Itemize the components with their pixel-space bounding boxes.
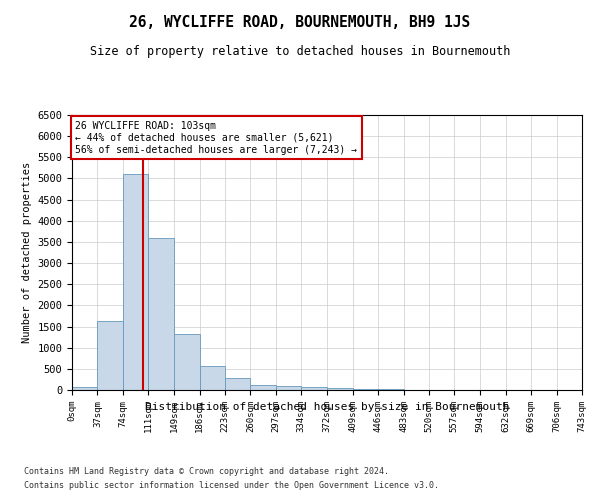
Bar <box>97 322 123 390</box>
Text: Contains public sector information licensed under the Open Government Licence v3: Contains public sector information licen… <box>24 481 439 490</box>
Bar <box>250 384 276 390</box>
Text: 26, WYCLIFFE ROAD, BOURNEMOUTH, BH9 1JS: 26, WYCLIFFE ROAD, BOURNEMOUTH, BH9 1JS <box>130 15 470 30</box>
Text: 26 WYCLIFFE ROAD: 103sqm
← 44% of detached houses are smaller (5,621)
56% of sem: 26 WYCLIFFE ROAD: 103sqm ← 44% of detach… <box>76 122 358 154</box>
Bar <box>174 334 200 390</box>
Bar <box>225 378 250 390</box>
Bar <box>200 366 225 390</box>
Bar <box>72 387 97 390</box>
Bar <box>353 389 378 390</box>
Bar <box>328 388 353 390</box>
Text: Distribution of detached houses by size in Bournemouth: Distribution of detached houses by size … <box>145 402 509 412</box>
Bar <box>301 387 328 390</box>
Text: Size of property relative to detached houses in Bournemouth: Size of property relative to detached ho… <box>90 45 510 58</box>
Text: Contains HM Land Registry data © Crown copyright and database right 2024.: Contains HM Land Registry data © Crown c… <box>24 468 389 476</box>
Bar <box>148 238 174 390</box>
Y-axis label: Number of detached properties: Number of detached properties <box>22 162 32 343</box>
Bar <box>123 174 148 390</box>
Bar <box>276 386 301 390</box>
